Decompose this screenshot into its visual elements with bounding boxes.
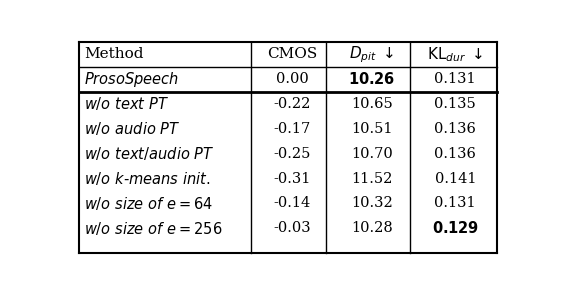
Text: 0.136: 0.136 xyxy=(434,147,476,161)
Text: 10.28: 10.28 xyxy=(351,221,392,235)
Text: -0.17: -0.17 xyxy=(274,122,311,136)
Text: $\mathit{w/o\ audio\ PT}$: $\mathit{w/o\ audio\ PT}$ xyxy=(84,120,181,137)
Text: 10.51: 10.51 xyxy=(351,122,392,136)
Text: 0.131: 0.131 xyxy=(434,197,476,211)
Text: CMOS: CMOS xyxy=(267,47,318,61)
Text: -0.03: -0.03 xyxy=(273,221,311,235)
Text: 10.32: 10.32 xyxy=(351,197,392,211)
Text: $\mathit{ProsoSpeech}$: $\mathit{ProsoSpeech}$ xyxy=(84,69,179,88)
Text: $\mathit{w/o\ text/audio\ PT}$: $\mathit{w/o\ text/audio\ PT}$ xyxy=(84,145,215,162)
Text: $\mathrm{KL}_{dur}$ $\downarrow$: $\mathrm{KL}_{dur}$ $\downarrow$ xyxy=(427,45,483,64)
Text: 10.65: 10.65 xyxy=(351,97,392,111)
Text: $\mathit{w/o\ size\ of}\ e=64$: $\mathit{w/o\ size\ of}\ e=64$ xyxy=(84,195,214,212)
Text: 0.00: 0.00 xyxy=(276,72,309,86)
Text: $\mathbf{10.26}$: $\mathbf{10.26}$ xyxy=(348,71,395,87)
Text: $D_{pit}$ $\downarrow$: $D_{pit}$ $\downarrow$ xyxy=(349,44,395,65)
Text: 10.70: 10.70 xyxy=(351,147,392,161)
Text: -0.14: -0.14 xyxy=(274,197,311,211)
Text: $\mathit{w/o\ size\ of}\ e=256$: $\mathit{w/o\ size\ of}\ e=256$ xyxy=(84,220,223,237)
Text: 11.52: 11.52 xyxy=(351,171,392,185)
Text: $\mathbf{0.129}$: $\mathbf{0.129}$ xyxy=(432,220,479,236)
Text: $\mathit{w/o\ k\text{-}means\ init.}$: $\mathit{w/o\ k\text{-}means\ init.}$ xyxy=(84,170,211,187)
Text: -0.25: -0.25 xyxy=(274,147,311,161)
Text: 0.141: 0.141 xyxy=(434,171,476,185)
Text: 0.136: 0.136 xyxy=(434,122,476,136)
Text: 0.131: 0.131 xyxy=(434,72,476,86)
Text: -0.22: -0.22 xyxy=(274,97,311,111)
Text: Method: Method xyxy=(84,47,144,61)
Text: $\mathit{w/o\ text\ PT}$: $\mathit{w/o\ text\ PT}$ xyxy=(84,95,169,112)
Text: 0.135: 0.135 xyxy=(434,97,476,111)
Text: -0.31: -0.31 xyxy=(274,171,311,185)
